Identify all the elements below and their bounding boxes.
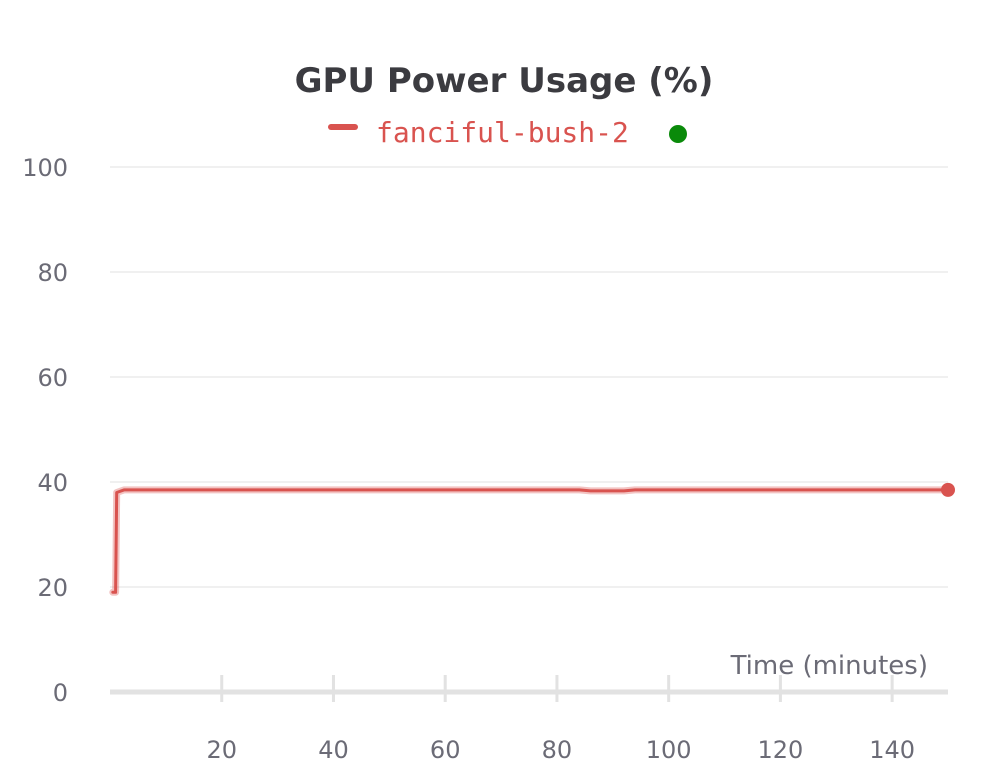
- y-tick-label: 80: [37, 259, 68, 287]
- legend-swatch: [328, 124, 358, 130]
- chart-title: GPU Power Usage (%): [295, 61, 714, 101]
- x-tick-label: 140: [869, 736, 915, 764]
- series-endpoint-marker[interactable]: [941, 482, 955, 497]
- y-tick-label: 60: [37, 364, 68, 392]
- y-tick-label: 100: [22, 154, 68, 182]
- x-tick-label: 120: [757, 736, 803, 764]
- x-tick-label: 60: [430, 736, 461, 764]
- gridlines: [110, 166, 948, 588]
- x-axis-ticks: 20 40 60 80 100 120 140: [206, 675, 915, 764]
- x-axis-title: Time (minutes): [730, 651, 928, 681]
- series-layer: [109, 482, 955, 596]
- series-line-fanciful-bush-2[interactable]: [111, 488, 950, 594]
- legend-label-fanciful-bush-2[interactable]: fanciful-bush-2: [376, 116, 629, 149]
- y-tick-label: 0: [53, 679, 68, 707]
- y-axis-tick-labels: 0 20 40 60 80 100: [22, 154, 68, 707]
- x-tick-label: 40: [318, 736, 349, 764]
- series-halo-fanciful-bush-2: [109, 486, 952, 596]
- y-tick-label: 40: [37, 469, 68, 497]
- y-tick-label: 20: [37, 574, 68, 602]
- x-tick-label: 20: [206, 736, 237, 764]
- legend[interactable]: fanciful-bush-2: [328, 116, 687, 149]
- x-tick-label: 100: [646, 736, 692, 764]
- x-tick-label: 80: [542, 736, 573, 764]
- run-status-dot: [669, 125, 687, 143]
